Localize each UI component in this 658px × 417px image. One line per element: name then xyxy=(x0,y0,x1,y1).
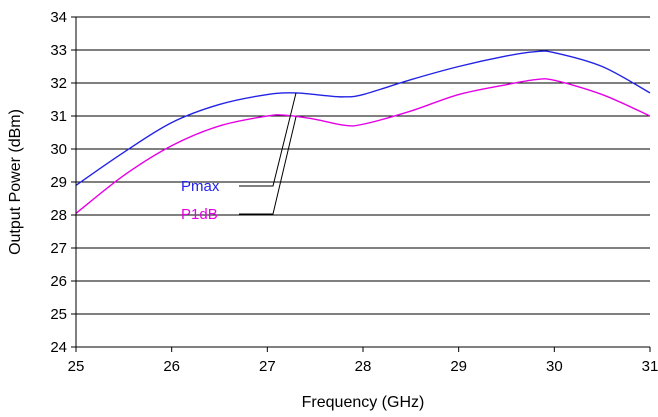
annotation-leaders xyxy=(239,92,297,215)
y-tick-label: 24 xyxy=(50,339,67,356)
series-line-p1db xyxy=(75,78,651,214)
x-tick-label: 30 xyxy=(546,358,563,375)
y-tick-label: 30 xyxy=(50,141,67,158)
axes xyxy=(71,16,651,352)
y-tick-label: 28 xyxy=(50,207,67,224)
x-tick-label: 28 xyxy=(355,358,372,375)
series-line-pmax xyxy=(75,50,651,186)
grid-lines xyxy=(76,16,650,315)
y-tick-label: 33 xyxy=(50,42,67,59)
series-layer xyxy=(75,50,651,214)
y-tick-label: 32 xyxy=(50,75,67,92)
x-tick-label: 26 xyxy=(163,358,180,375)
series-label-p1db: P1dB xyxy=(181,206,218,223)
x-tick-label: 29 xyxy=(450,358,467,375)
y-tick-label: 29 xyxy=(50,174,67,191)
series-label-pmax: Pmax xyxy=(181,178,220,195)
leader-line-pmax xyxy=(239,92,297,187)
y-tick-label: 34 xyxy=(50,9,67,26)
y-tick-label: 26 xyxy=(50,273,67,290)
y-tick-label: 27 xyxy=(50,240,67,257)
y-axis-title: Output Power (dBm) xyxy=(7,109,24,255)
x-axis-title: Frequency (GHz) xyxy=(302,394,425,411)
x-tick-label: 31 xyxy=(642,358,658,375)
y-tick-label: 31 xyxy=(50,108,67,125)
x-tick-label: 27 xyxy=(259,358,276,375)
leader-line-p1db xyxy=(239,116,297,215)
y-tick-label: 25 xyxy=(50,306,67,323)
x-tick-label: 25 xyxy=(68,358,85,375)
